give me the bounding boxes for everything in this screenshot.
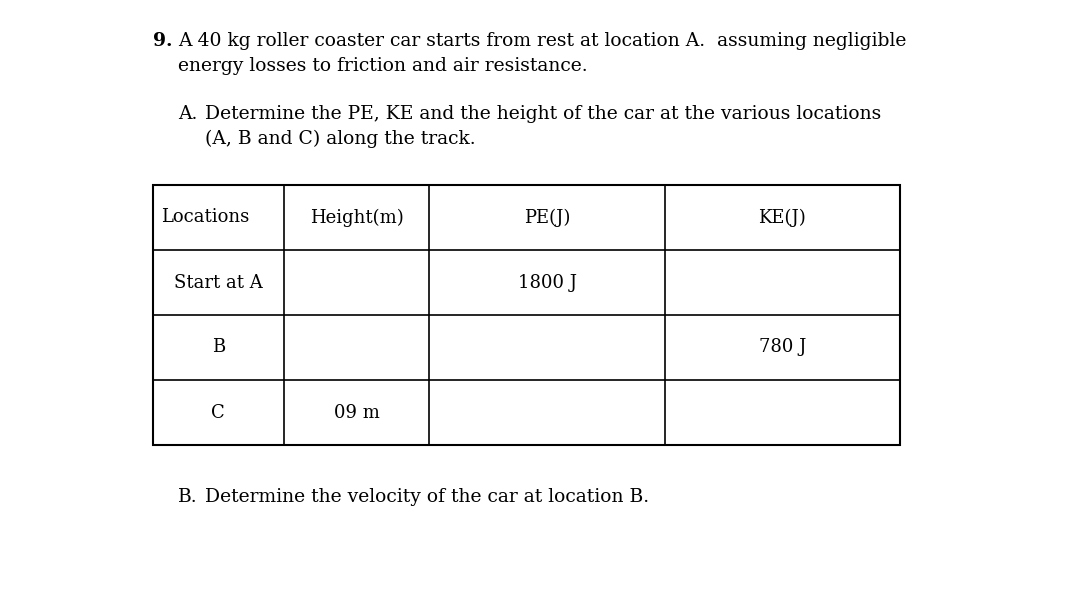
Bar (153, 185, 900, 445)
Text: Start at A: Start at A (174, 273, 263, 292)
Text: Locations: Locations (161, 209, 249, 227)
Text: (A, B and C) along the track.: (A, B and C) along the track. (205, 130, 476, 148)
Text: KE(J): KE(J) (759, 208, 806, 227)
Text: Height(m): Height(m) (310, 208, 404, 227)
Text: 780 J: 780 J (759, 339, 806, 356)
Text: Determine the PE, KE and the height of the car at the various locations: Determine the PE, KE and the height of t… (205, 105, 882, 123)
Text: energy losses to friction and air resistance.: energy losses to friction and air resist… (178, 57, 588, 75)
Text: 09 m: 09 m (333, 403, 380, 422)
Text: B.: B. (178, 488, 197, 506)
Text: PE(J): PE(J) (524, 208, 570, 227)
Text: 9.: 9. (153, 32, 173, 50)
Text: C: C (211, 403, 226, 422)
Text: 1800 J: 1800 J (518, 273, 576, 292)
Text: Determine the velocity of the car at location B.: Determine the velocity of the car at loc… (205, 488, 650, 506)
Text: A 40 kg roller coaster car starts from rest at location A.  assuming negligible: A 40 kg roller coaster car starts from r… (178, 32, 906, 50)
Text: B: B (211, 339, 226, 356)
Text: A.: A. (178, 105, 197, 123)
